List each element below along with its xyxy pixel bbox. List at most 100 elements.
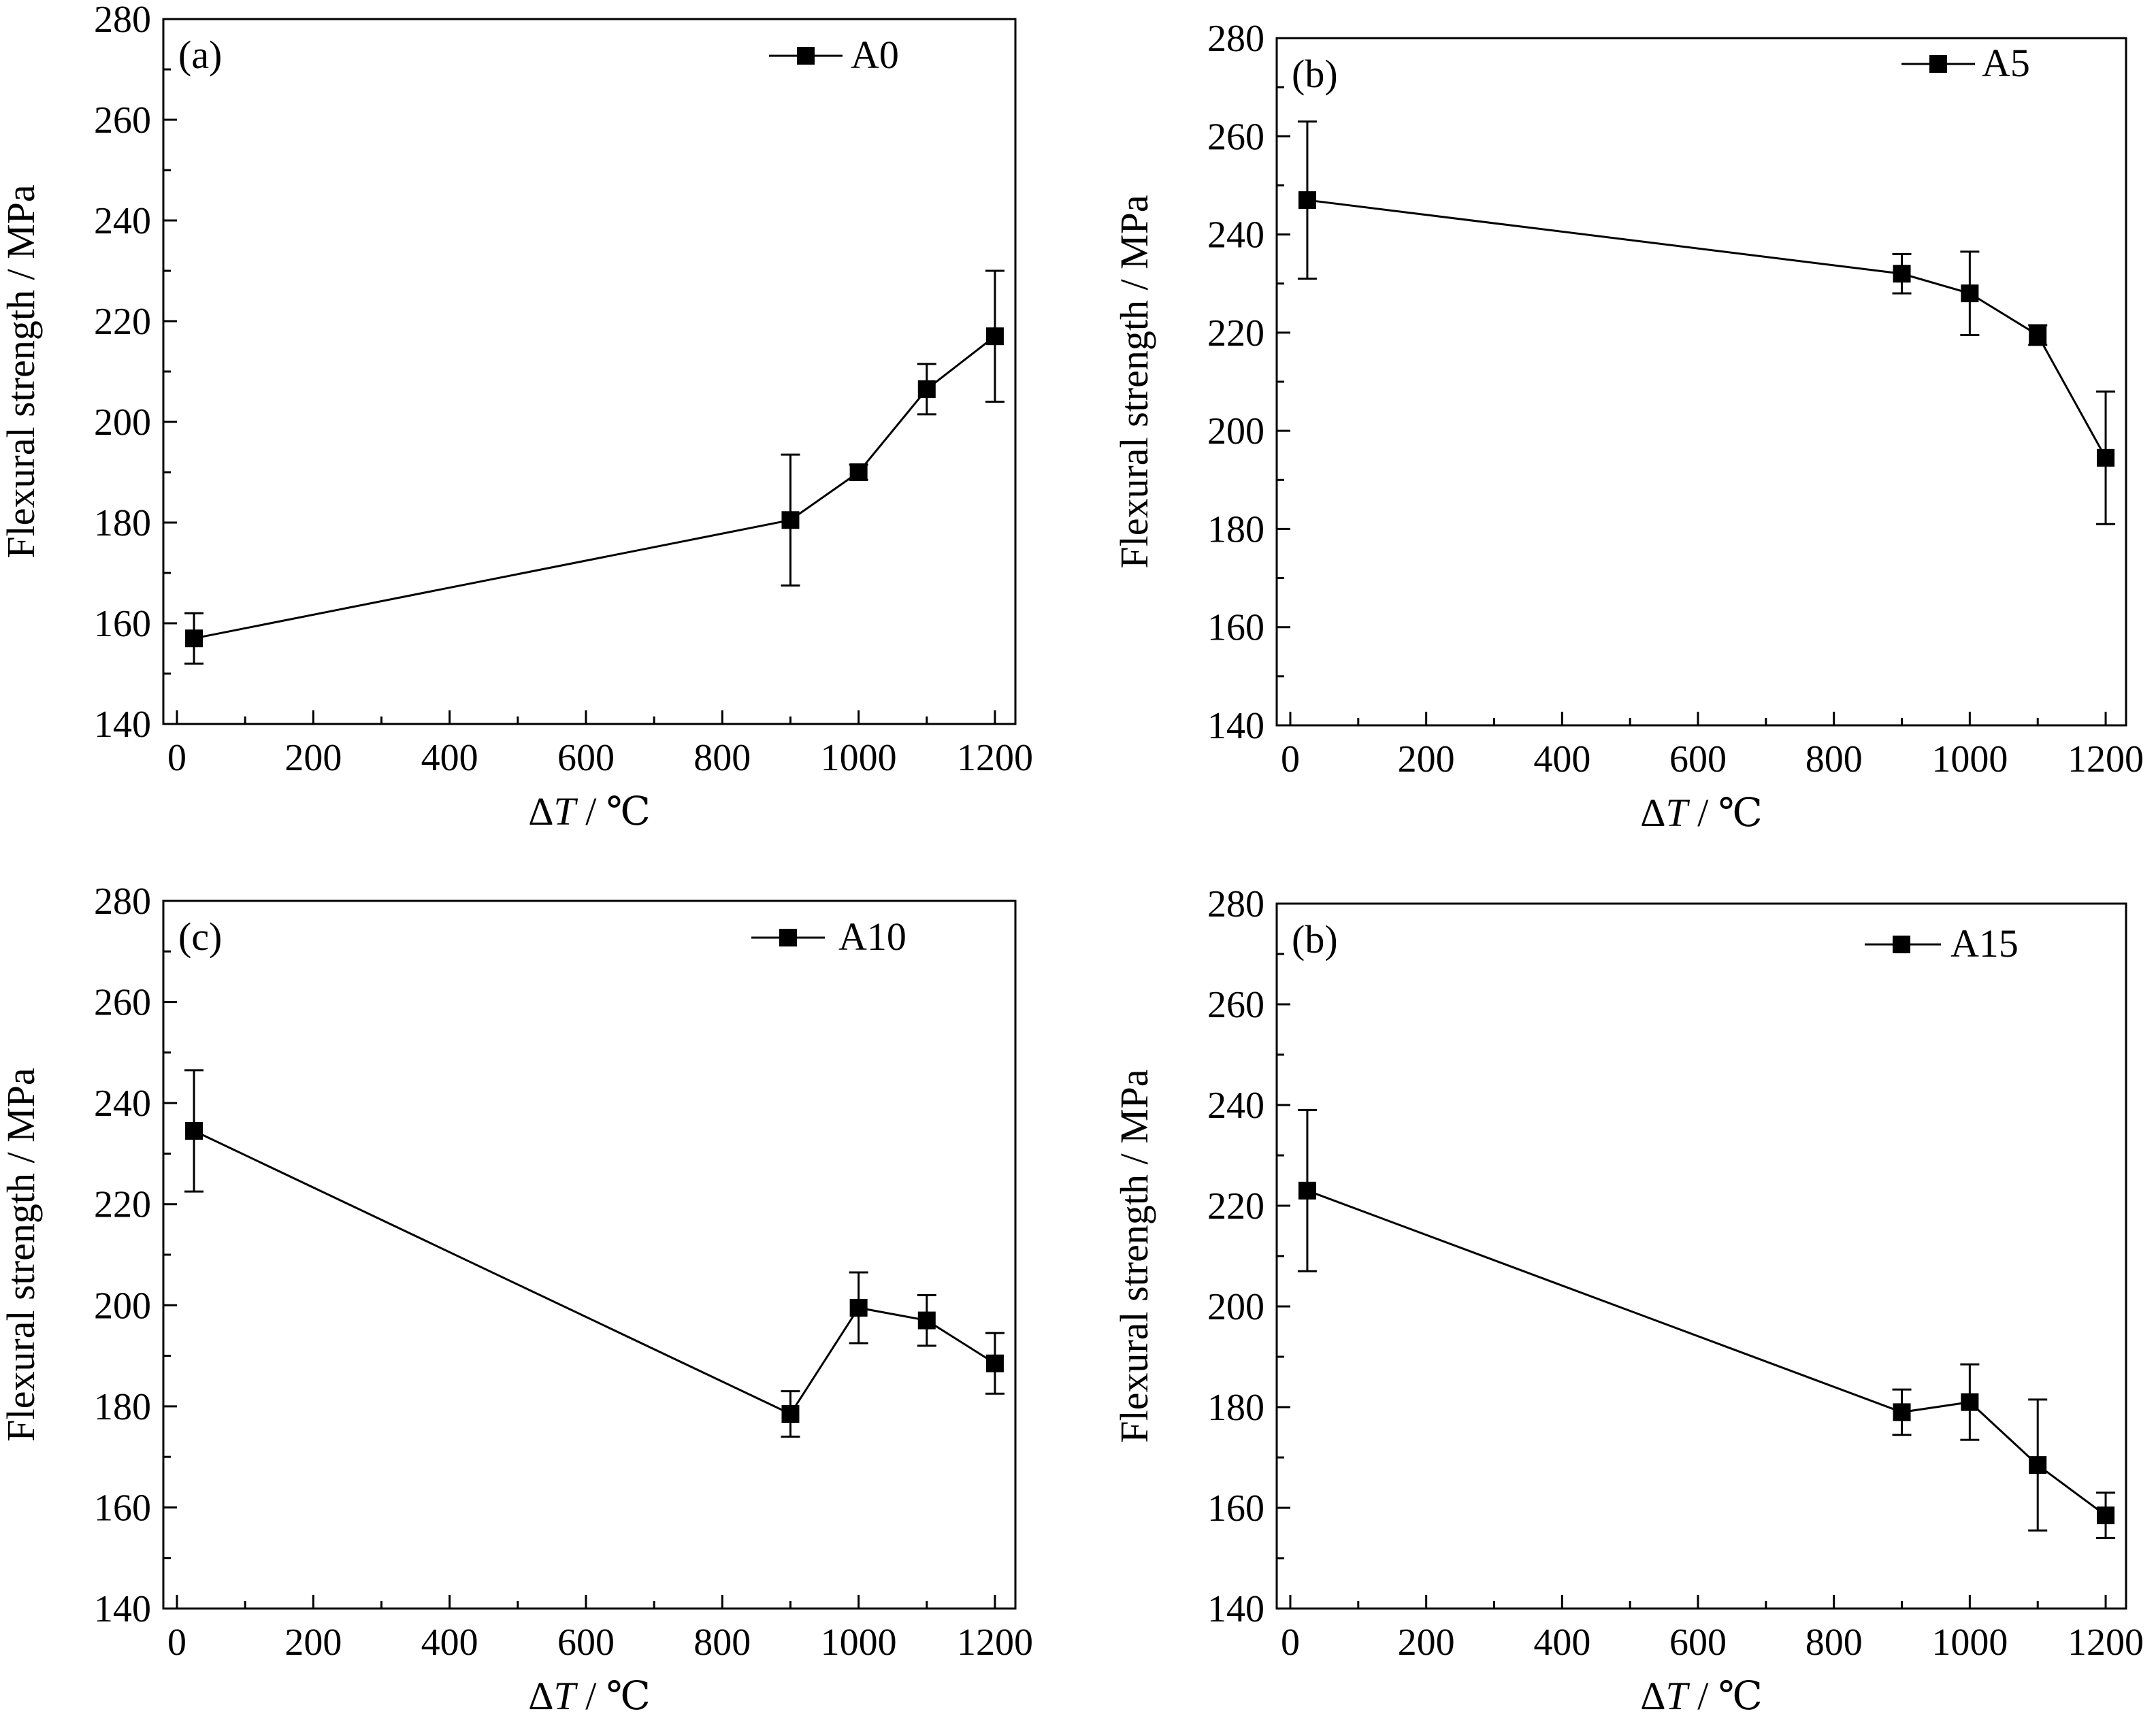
chart-panel-1: 0 200 400 600 800 1000 1200 140 160 180 200 220 240 2…: [0, 0, 1033, 834]
x-axis-label: ΔT / ℃: [1640, 791, 1763, 835]
y-tick-label: 180: [94, 502, 151, 544]
x-tick-label: 600: [557, 1621, 615, 1664]
y-tick-label: 220: [94, 1184, 151, 1226]
x-tick-label: 1000: [1931, 1621, 2008, 1664]
data-point: [849, 463, 868, 481]
y-tick-label: 160: [1207, 1487, 1264, 1530]
y-tick-label: 280: [1207, 18, 1264, 60]
plot-frame: [1275, 902, 2127, 1610]
x-axis-label: ΔT / ℃: [528, 789, 651, 834]
panel-label: (a): [178, 33, 222, 77]
chart-panel-4: 0 200 400 600 800 1000 1200 140 160 180 200 220 240 2…: [1112, 883, 2144, 1714]
data-point: [2029, 326, 2047, 344]
data-point: [917, 1311, 936, 1330]
data-point: [985, 327, 1004, 346]
y-tick-label: 200: [1207, 410, 1264, 452]
x-tick-label: 800: [1806, 1621, 1863, 1664]
series-line: [1307, 199, 2107, 459]
x-tick-label: 200: [284, 1621, 342, 1664]
x-tick-label: 1000: [821, 1621, 897, 1664]
y-axis-label: Flexural strength / MPa: [0, 184, 43, 558]
data-point: [1298, 191, 1316, 210]
data-point: [985, 1354, 1004, 1372]
y-tick-label: 140: [94, 704, 151, 746]
y-tick-label: 140: [1207, 1588, 1264, 1630]
y-tick-label: 280: [1207, 883, 1264, 925]
x-tick-label: 400: [1533, 738, 1590, 780]
x-tick-label: 0: [167, 737, 186, 779]
data-point: [781, 1405, 800, 1423]
data-point: [849, 1299, 868, 1317]
data-point: [1298, 1181, 1316, 1200]
plot-frame: [1275, 37, 2127, 727]
x-tick-label: 200: [1398, 738, 1455, 780]
legend-label: A0: [851, 33, 899, 77]
x-tick-label: 600: [1669, 738, 1727, 780]
x-tick-label: 0: [1281, 1621, 1300, 1664]
data-point: [185, 1122, 203, 1140]
x-tick-label: 800: [693, 1621, 751, 1664]
legend-label: A10: [838, 914, 906, 959]
data-point: [2097, 1506, 2115, 1525]
y-tick-label: 240: [94, 200, 151, 242]
x-tick-label: 200: [1398, 1621, 1455, 1664]
data-point: [2029, 1456, 2047, 1474]
x-tick-label: 400: [1533, 1621, 1590, 1664]
data-point: [1893, 1403, 1911, 1421]
y-tick-label: 140: [1207, 705, 1264, 747]
y-axis-label: Flexural strength / MPa: [1112, 1069, 1156, 1443]
series-line: [1307, 1189, 2106, 1517]
y-tick-label: 280: [94, 0, 151, 41]
legend-marker: [1893, 936, 1910, 953]
data-point: [1893, 265, 1911, 283]
x-tick-label: 800: [1806, 738, 1863, 780]
plot-frame: [162, 900, 1017, 1610]
y-tick-label: 220: [94, 301, 151, 343]
chart-panel-3: 0 200 400 600 800 1000 1200 140 160 180 200 220 240 2…: [0, 880, 1033, 1714]
x-tick-label: 600: [557, 737, 615, 779]
chart-panel-2: 0 200 400 600 800 1000 1200 140 160 180 200 220 240 2…: [1112, 18, 2144, 835]
legend-marker: [797, 47, 815, 65]
x-axis-label: ΔT / ℃: [1640, 1674, 1763, 1714]
panel-label: (b): [1292, 52, 1338, 96]
y-tick-label: 260: [94, 982, 151, 1024]
x-tick-label: 1200: [957, 737, 1033, 779]
data-point: [1961, 284, 1979, 303]
y-tick-label: 200: [94, 401, 151, 444]
y-tick-label: 260: [94, 99, 151, 142]
legend-marker: [779, 929, 797, 946]
y-tick-label: 220: [1207, 312, 1264, 355]
data-point: [917, 380, 936, 398]
y-tick-label: 180: [1207, 508, 1264, 550]
legend-marker: [1929, 55, 1947, 73]
data-point: [185, 629, 203, 648]
y-tick-label: 240: [1207, 1085, 1264, 1127]
x-tick-label: 400: [421, 1621, 478, 1664]
y-tick-label: 240: [1207, 214, 1264, 257]
data-point: [1961, 1393, 1979, 1411]
data-point: [781, 511, 800, 529]
y-tick-label: 180: [94, 1386, 151, 1428]
x-tick-label: 1200: [2068, 738, 2144, 780]
y-tick-label: 180: [1207, 1387, 1264, 1429]
y-tick-label: 220: [1207, 1185, 1264, 1227]
x-tick-label: 400: [421, 737, 478, 779]
y-tick-label: 240: [94, 1083, 151, 1125]
y-axis-label: Flexural strength / MPa: [0, 1068, 43, 1441]
y-tick-label: 160: [94, 1487, 151, 1529]
x-axis-label: ΔT / ℃: [528, 1674, 651, 1714]
y-tick-label: 160: [94, 603, 151, 645]
panel-label: (c): [178, 914, 222, 959]
y-tick-label: 280: [94, 880, 151, 923]
legend-label: A15: [1950, 921, 2019, 966]
x-tick-label: 1000: [821, 737, 897, 779]
data-point: [2097, 448, 2115, 467]
x-tick-label: 600: [1669, 1621, 1727, 1664]
x-tick-label: 0: [1281, 738, 1300, 780]
x-tick-label: 1200: [957, 1621, 1033, 1664]
series-line: [193, 335, 996, 640]
x-tick-label: 1200: [2068, 1621, 2144, 1664]
y-axis-label: Flexural strength / MPa: [1112, 195, 1156, 568]
panel-label: (b): [1292, 917, 1338, 961]
